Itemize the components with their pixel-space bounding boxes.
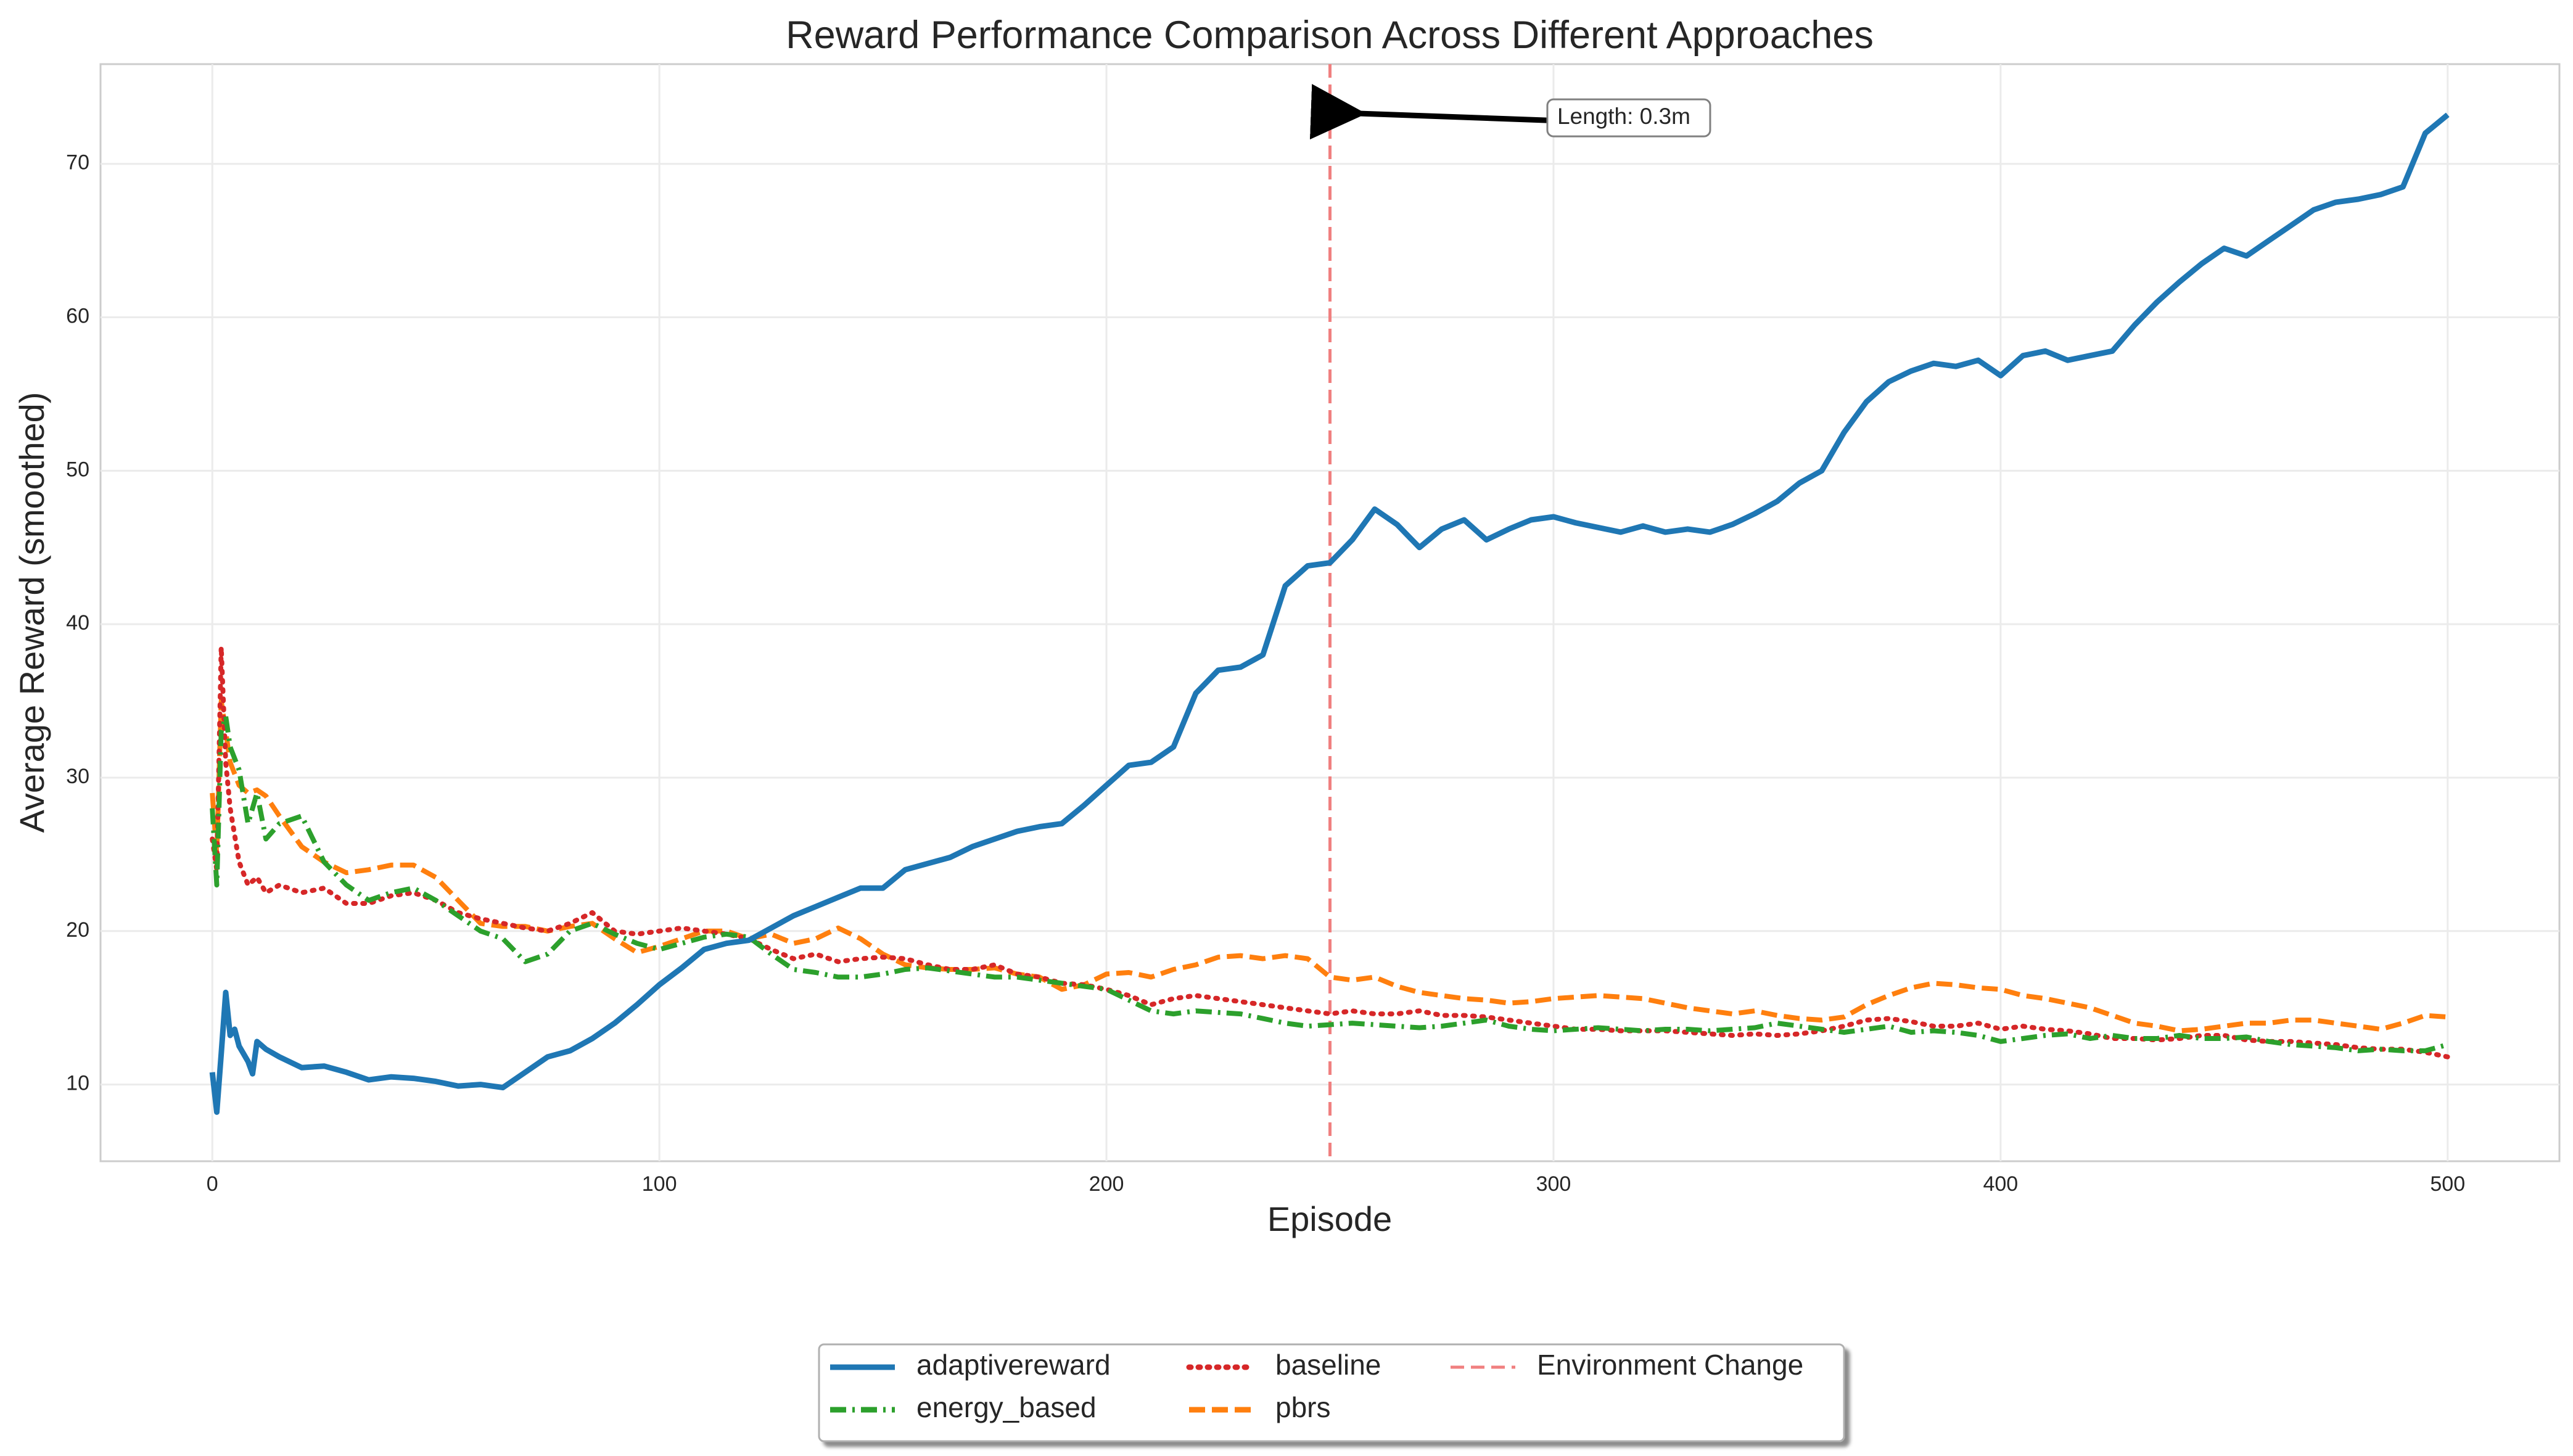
plot-area bbox=[99, 63, 2561, 1162]
x-axis-title: Episode bbox=[1267, 1199, 1392, 1238]
x-axis-ticks: 0 100 200 300 400 500 bbox=[207, 1172, 2465, 1196]
x-tick-label: 500 bbox=[2430, 1172, 2465, 1196]
series-layer bbox=[209, 112, 2450, 1115]
y-tick-label: 10 bbox=[66, 1072, 89, 1095]
x-tick-label: 200 bbox=[1089, 1172, 1124, 1196]
legend-label-adaptivereward: adaptivereward bbox=[916, 1349, 1111, 1381]
y-axis-ticks: 10 20 30 40 50 60 70 bbox=[66, 151, 89, 1095]
y-tick-label: 60 bbox=[66, 305, 89, 328]
series-line-energy-based bbox=[210, 714, 2448, 1053]
legend-box bbox=[818, 1343, 1845, 1442]
chart-title: Reward Performance Comparison Across Dif… bbox=[786, 14, 1874, 57]
annotation: Length: 0.3m bbox=[1309, 84, 1711, 140]
legend: adaptivereward baseline Environment Change… bbox=[818, 1343, 1845, 1442]
x-tick-label: 400 bbox=[1983, 1172, 2018, 1196]
legend-label-pbrs: pbrs bbox=[1275, 1391, 1330, 1423]
legend-label-energy-based: energy_based bbox=[916, 1391, 1097, 1423]
x-tick-label: 100 bbox=[642, 1172, 677, 1196]
y-tick-label: 50 bbox=[66, 458, 89, 481]
series-line-pbrs bbox=[210, 698, 2448, 1034]
annotation-text: Length: 0.3m bbox=[1557, 104, 1690, 129]
annotation-arrow bbox=[1309, 84, 1548, 140]
y-axis-title: Average Reward (smoothed) bbox=[12, 392, 51, 833]
legend-label-baseline: baseline bbox=[1275, 1349, 1381, 1381]
legend-label-environment-change: Environment Change bbox=[1537, 1349, 1803, 1381]
y-tick-label: 30 bbox=[66, 765, 89, 788]
series-line-adaptivereward bbox=[209, 112, 2450, 1115]
y-tick-label: 70 bbox=[66, 151, 89, 175]
series-line-baseline bbox=[210, 644, 2450, 1059]
x-tick-label: 300 bbox=[1536, 1172, 1571, 1196]
annotation-box bbox=[1546, 98, 1711, 138]
y-tick-label: 40 bbox=[66, 611, 89, 635]
y-tick-label: 20 bbox=[66, 918, 89, 942]
x-tick-label: 0 bbox=[207, 1172, 218, 1196]
